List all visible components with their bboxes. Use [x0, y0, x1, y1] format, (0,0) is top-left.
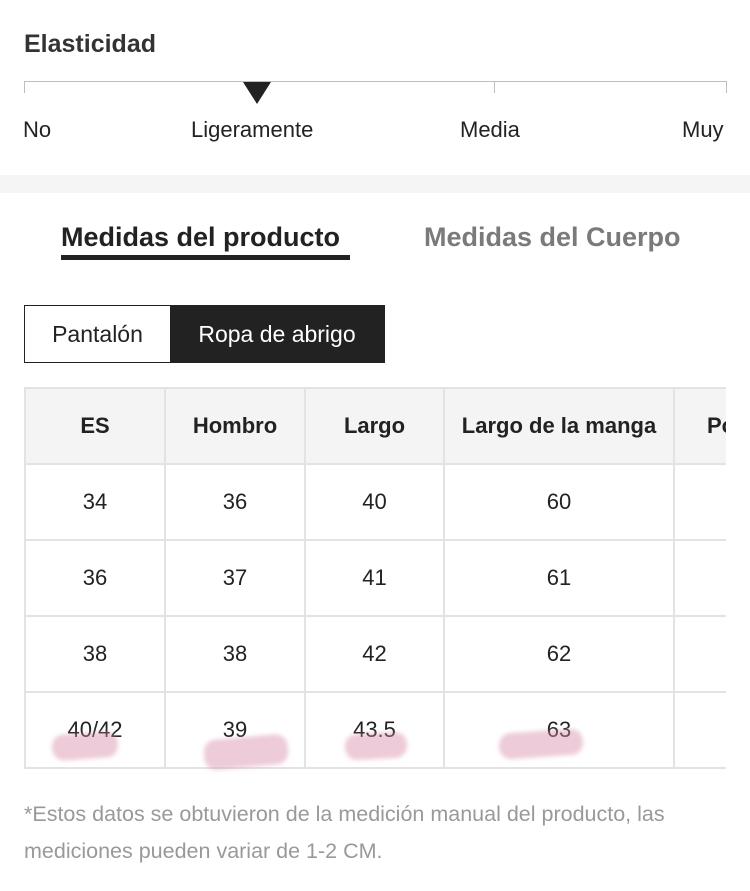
table-header-row: ES Hombro Largo Largo de la manga Po [24, 387, 726, 465]
active-tab-underline [61, 255, 350, 260]
column-header: Largo de la manga [443, 387, 675, 465]
elasticity-level-media: Media [460, 117, 520, 142]
table-cell: 40 [304, 463, 445, 541]
scale-tick [726, 81, 727, 93]
table-cell: 34 [24, 463, 166, 541]
table-row: 40/42 39 43.5 63 [24, 691, 726, 769]
elasticity-title: Elasticidad [24, 30, 156, 58]
table-cell [673, 463, 726, 541]
column-header: ES [24, 387, 166, 465]
table-cell: 63 [443, 691, 675, 769]
table-cell: 61 [443, 539, 675, 617]
garment-type-toggle: Pantalón Ropa de abrigo [24, 305, 385, 363]
section-divider [0, 175, 750, 193]
scale-tick [24, 81, 25, 93]
highlight-mark [344, 731, 408, 761]
segment-ropa-de-abrigo[interactable]: Ropa de abrigo [170, 306, 384, 362]
scale-tick [494, 81, 495, 93]
tab-product-measurements[interactable]: Medidas del producto [61, 222, 341, 252]
table-cell: 38 [164, 615, 306, 693]
table-cell: 36 [24, 539, 166, 617]
table-row: 38 38 42 62 [24, 615, 726, 693]
table-cell: 43.5 [304, 691, 445, 769]
column-header: Hombro [164, 387, 306, 465]
size-table: ES Hombro Largo Largo de la manga Po 34 … [24, 387, 726, 769]
table-cell: 40/42 [24, 691, 166, 769]
table-row: 36 37 41 61 [24, 539, 726, 617]
table-cell: 60 [443, 463, 675, 541]
table-cell [673, 539, 726, 617]
elasticity-level-no: No [23, 117, 52, 142]
measurement-note: *Estos datos se obtuvieron de la medició… [24, 802, 665, 863]
elasticity-level-muy: Muy [682, 117, 724, 142]
elasticity-scale-line [24, 81, 727, 82]
table-cell: 42 [304, 615, 445, 693]
column-header: Po [673, 387, 726, 465]
elasticity-section: Elasticidad No Ligeramente Media Muy [0, 0, 750, 175]
table-cell: 36 [164, 463, 306, 541]
table-cell [673, 691, 726, 769]
tab-body-measurements[interactable]: Medidas del Cuerpo [424, 222, 681, 252]
table-cell [673, 615, 726, 693]
table-cell: 37 [164, 539, 306, 617]
table-cell: 41 [304, 539, 445, 617]
table-cell: 39 [164, 691, 306, 769]
segment-pantalon[interactable]: Pantalón [25, 306, 170, 362]
size-table-container[interactable]: ES Hombro Largo Largo de la manga Po 34 … [24, 387, 726, 770]
highlight-mark [51, 730, 119, 762]
table-cell: 38 [24, 615, 166, 693]
column-header: Largo [304, 387, 445, 465]
elasticity-pointer-icon [243, 82, 271, 104]
table-row: 34 36 40 60 [24, 463, 726, 541]
elasticity-level-ligeramente: Ligeramente [191, 117, 314, 142]
table-cell: 62 [443, 615, 675, 693]
